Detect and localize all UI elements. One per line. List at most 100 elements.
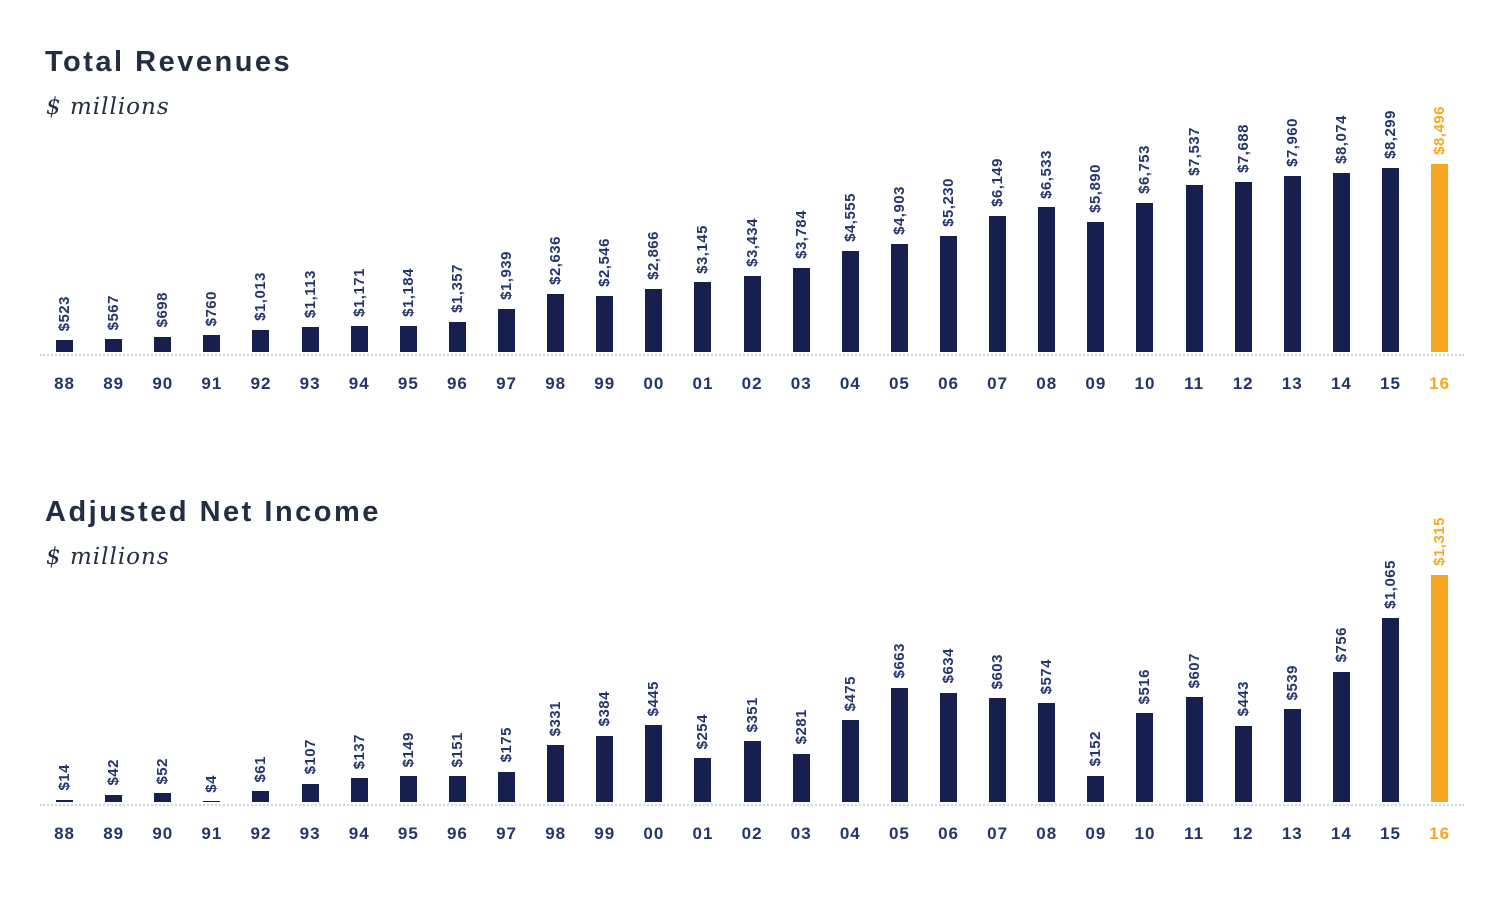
bar-column: $152 [1071, 467, 1120, 802]
bar [498, 309, 516, 352]
bar-column: $8,074 [1317, 17, 1366, 352]
bar-value-label: $567 [105, 295, 123, 331]
x-axis-label: 00 [643, 374, 665, 393]
bar-column: $6,753 [1120, 17, 1169, 352]
bar-column: $760 [187, 17, 236, 352]
baseline [40, 354, 1464, 356]
bar [645, 725, 663, 802]
plot-area: $523 $567 $698 $760 $1,013 $1,113 $1,171 $1,184… [40, 0, 1464, 450]
x-axis-label: 06 [938, 824, 959, 843]
bar [350, 326, 368, 352]
x-axis-label: 91 [201, 824, 223, 843]
bar [154, 793, 172, 802]
bar-value-label: $2,546 [596, 237, 614, 287]
bar-value-label: $107 [301, 739, 319, 775]
bar-value-label: $5,230 [940, 178, 958, 228]
x-axis: 88 89 90 91 92 93 94 95 96 97 98 99 00 01 02 03 04 05 06 07… [40, 825, 1464, 842]
bar [1136, 712, 1154, 802]
x-axis-label: 97 [496, 824, 517, 843]
x-axis-label: 16 [1429, 824, 1451, 843]
x-axis-label: 05 [888, 824, 910, 843]
bar-column: $107 [286, 467, 335, 802]
bar-value-label: $281 [792, 709, 810, 745]
x-axis-label: 07 [987, 824, 1009, 843]
x-axis-label: 08 [1036, 824, 1058, 843]
bar-column: $8,496 [1415, 17, 1464, 352]
x-axis-label: 90 [152, 374, 174, 393]
bar-value-label: $2,636 [547, 235, 565, 285]
bar-value-label: $6,753 [1136, 144, 1154, 194]
bar-value-label: $14 [56, 764, 74, 791]
bar-column: $663 [875, 467, 924, 802]
bar [890, 243, 908, 352]
bar-column: $7,960 [1268, 17, 1317, 352]
bar-column: $607 [1170, 467, 1219, 802]
bar-value-label: $475 [841, 675, 859, 711]
bar-column: $539 [1268, 467, 1317, 802]
bar-column: $61 [236, 467, 285, 802]
x-axis-label: 00 [643, 824, 665, 843]
bar-column: $1,939 [482, 17, 531, 352]
bar-value-label: $6,149 [989, 158, 1007, 207]
bar-column: $1,357 [433, 17, 482, 352]
x-axis-label: 98 [545, 824, 567, 843]
bar [596, 735, 614, 802]
bar-column: $603 [973, 467, 1022, 802]
bar-value-label: $3,434 [743, 218, 761, 268]
bar [105, 339, 123, 352]
bar-value-label: $5,890 [1087, 163, 1105, 213]
bar-value-label: $137 [350, 733, 368, 770]
x-axis-label: 92 [250, 374, 272, 393]
bar-value-label: $52 [154, 757, 172, 785]
bar-column: $756 [1317, 467, 1366, 802]
bar-column: $281 [777, 467, 826, 802]
bars-area: $523 $567 $698 $760 $1,013 $1,113 $1,171 $1,184… [40, 17, 1464, 352]
bar-value-label: $4,903 [890, 185, 908, 235]
x-axis-label: 15 [1380, 824, 1401, 843]
bar-column: $4,555 [826, 17, 875, 352]
bar [694, 758, 712, 802]
bar-column: $175 [482, 467, 531, 802]
x-axis-label: 03 [790, 374, 812, 393]
bar [1431, 575, 1449, 802]
x-axis-label: 94 [348, 824, 370, 843]
bar [890, 687, 908, 802]
total-revenues-chart: Total Revenues $ millions $523 $567 $698 $7… [40, 0, 1464, 450]
bar-value-label: $4 [203, 774, 221, 793]
x-axis-label: 09 [1085, 824, 1107, 843]
bar-value-label: $42 [105, 759, 123, 786]
bar-value-label: $4,555 [841, 193, 859, 243]
x-axis-label: 99 [594, 374, 616, 393]
bar-column: $516 [1120, 467, 1169, 802]
bar [301, 327, 319, 352]
bar [203, 335, 221, 352]
bar-column: $2,866 [629, 17, 678, 352]
bar [252, 791, 270, 802]
bar [1283, 175, 1301, 352]
bar [596, 295, 614, 352]
bar-column: $151 [433, 467, 482, 802]
bar [1431, 164, 1449, 352]
x-axis-label: 96 [446, 374, 468, 393]
x-axis-label: 88 [54, 374, 76, 393]
bar-column: $254 [678, 467, 727, 802]
bar [1382, 168, 1399, 352]
x-axis-label: 94 [348, 374, 370, 393]
bar [645, 288, 663, 352]
bar-column: $6,533 [1022, 17, 1071, 352]
bar-value-label: $1,013 [252, 271, 270, 321]
bar-value-label: $607 [1185, 652, 1203, 689]
bar-value-label: $3,145 [694, 224, 712, 274]
baseline [40, 804, 1464, 806]
bar [1087, 775, 1105, 802]
x-axis-label: 95 [397, 824, 419, 843]
bar [1038, 207, 1056, 352]
x-axis-label: 16 [1429, 374, 1451, 393]
x-axis-label: 10 [1134, 824, 1156, 843]
bar-column: $8,299 [1366, 17, 1415, 352]
bar-value-label: $149 [399, 731, 417, 768]
bar [743, 276, 761, 352]
bar [940, 692, 958, 802]
bar-value-label: $254 [694, 713, 712, 750]
x-axis-label: 96 [446, 824, 468, 843]
